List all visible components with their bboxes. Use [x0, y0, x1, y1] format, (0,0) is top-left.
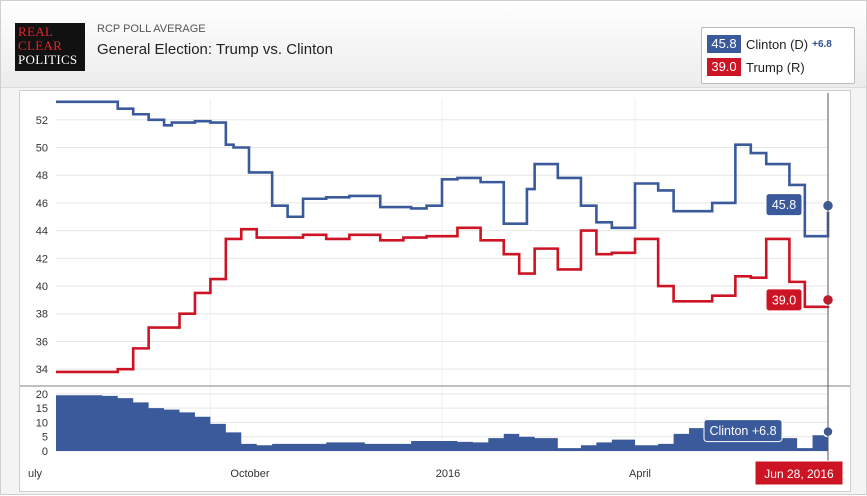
x-tick-label: 2016: [436, 468, 460, 480]
logo-line-clear: CLEAR: [18, 38, 63, 53]
rcp-logo[interactable]: REAL CLEAR POLITICS: [15, 23, 85, 71]
chart-title: General Election: Trump vs. Clinton: [97, 41, 333, 58]
y-tick-label: 48: [36, 170, 48, 182]
spread-end-label-text: Clinton +6.8: [709, 424, 776, 438]
x-tick-label: April: [629, 468, 651, 480]
y-tick-label: 36: [36, 336, 48, 348]
legend-delta-clinton: +6.8: [812, 38, 832, 50]
clinton-line: [56, 100, 830, 238]
legend-value-trump: 39.0: [707, 58, 741, 76]
clinton-end-label-box: [765, 193, 803, 217]
spread-y-tick-label: 20: [36, 389, 48, 401]
legend-name-clinton: Clinton (D): [746, 36, 809, 52]
header-bar: REAL CLEAR POLITICS RCP POLL AVERAGE Gen…: [1, 1, 866, 88]
legend-item-trump[interactable]: 39.0 Trump (R): [707, 58, 805, 76]
legend-name-trump: Trump (R): [746, 59, 805, 75]
chart-svg: 34 36 38 40 42 44 46 48 50 52 0 5 10 15 20 45.8 39.0 Clin…: [20, 93, 850, 486]
y-tick-label: 42: [36, 253, 48, 265]
spread-y-tick-label: 15: [36, 403, 48, 415]
spread-y-tick-label: 10: [36, 417, 48, 429]
date-badge-box: [754, 460, 844, 486]
legend-item-clinton[interactable]: 45.8 Clinton (D) +6.8: [707, 35, 832, 53]
y-tick-label: 46: [36, 198, 48, 210]
legend-value-clinton: 45.8: [707, 35, 741, 53]
legend: 45.8 Clinton (D) +6.8 39.0 Trump (R): [701, 27, 855, 84]
y-tick-label: 52: [36, 115, 48, 127]
plot-area: 34 36 38 40 42 44 46 48 50 52 0 5 10 15 20 45.8 39.0 Clin…: [19, 90, 851, 492]
y-tick-label: 50: [36, 142, 48, 154]
spread-end-label-box: [703, 419, 783, 443]
chart-subtitle: RCP POLL AVERAGE: [97, 23, 206, 35]
trump-line: [56, 226, 830, 374]
y-tick-label: 34: [36, 364, 48, 376]
date-badge-text: Jun 28, 2016: [764, 467, 834, 481]
x-tick-label: uly: [28, 468, 43, 480]
y-tick-label: 38: [36, 309, 48, 321]
y-tick-label: 40: [36, 281, 48, 293]
trump-end-label-text: 39.0: [772, 293, 796, 307]
y-tick-label: 44: [36, 226, 48, 238]
spread-y-tick-label: 5: [42, 432, 48, 444]
trump-end-label-box: [765, 288, 803, 312]
logo-line-real: REAL: [18, 24, 54, 39]
x-tick-label: October: [230, 468, 269, 480]
spread-y-tick-label: 0: [42, 446, 48, 458]
clinton-end-label-text: 45.8: [772, 198, 796, 212]
spread-area: [56, 395, 828, 451]
logo-line-politics: POLITICS: [18, 52, 78, 67]
